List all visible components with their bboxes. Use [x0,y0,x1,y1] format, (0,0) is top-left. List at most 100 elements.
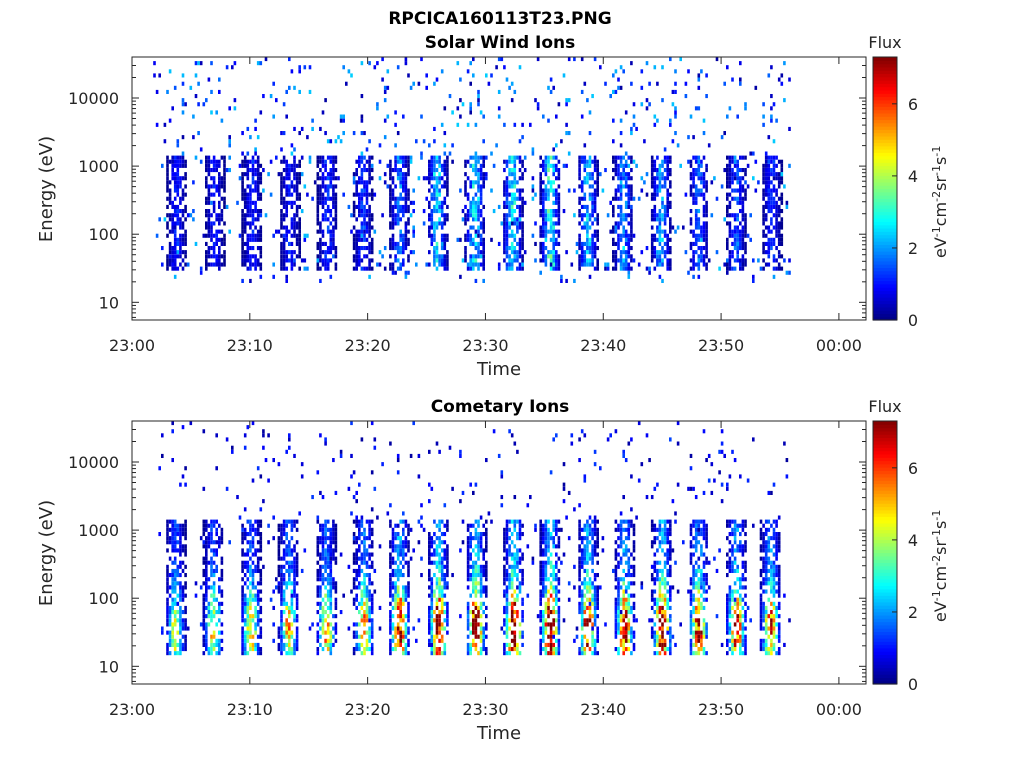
units-part: -1 [930,146,943,157]
spectrogram-cell [739,180,742,185]
spectrogram-cell [666,159,669,164]
spectrogram-cell [402,532,405,537]
spectrogram-cell [321,229,325,234]
spectrogram-cell [396,544,400,549]
spectrogram-cell [155,89,159,94]
spectrogram-cell [733,246,737,251]
spectrogram-cell [370,246,374,251]
spectrogram-cell [259,605,263,610]
spectrogram-cell [407,523,410,528]
spectrogram-cell [360,151,364,156]
spectrogram-cell [272,622,275,627]
spectrogram-cell [552,192,555,197]
spectrogram-cell [474,618,478,623]
spectrogram-cell [586,241,589,246]
colorbar-segment [873,135,897,140]
spectrogram-cell [259,246,263,251]
spectrogram-cell [440,233,444,238]
spectrogram-cell [775,192,778,197]
spectrogram-cell [316,217,320,222]
spectrogram-cell [290,564,294,569]
spectrogram-cell [215,610,218,615]
spectrogram-cell [329,532,333,537]
spectrogram-cell [365,168,369,173]
spectrogram-cell [280,246,283,251]
spectrogram-cell [179,180,182,185]
spectrogram-cell [731,188,734,193]
spectrogram-cell [430,597,434,602]
spectrogram-cell [609,229,612,234]
spectrogram-cell [555,114,558,119]
spectrogram-cell [285,168,288,173]
spectrogram-cell [433,163,436,168]
spectrogram-cell [368,172,371,177]
spectrogram-cell [438,630,441,635]
spectrogram-cell [308,89,312,94]
spectrogram-cell [378,143,382,148]
spectrogram-cell [596,188,599,193]
spectrogram-cell [334,159,338,164]
spectrogram-cell [663,221,667,226]
spectrogram-cell [443,246,447,251]
spectrogram-cell [210,200,213,205]
spectrogram-cell [513,221,517,226]
spectrogram-cell [321,176,325,181]
spectrogram-cell [212,630,216,635]
spectrogram-cell [580,213,584,218]
spectrogram-cell [280,630,283,635]
spectrogram-cell [446,581,449,586]
spectrogram-cell [433,258,436,263]
spectrogram-cell [316,470,320,475]
spectrogram-cell [363,560,366,565]
spectrogram-cell [368,192,371,197]
spectrogram-cell [459,499,462,504]
spectrogram-cell [508,168,511,173]
spectrogram-cell [739,61,742,66]
spectrogram-cell [166,573,169,578]
spectrogram-cell [542,159,545,164]
spectrogram-cell [624,200,628,205]
spectrogram-cell [205,630,208,635]
spectrogram-cell [360,237,364,242]
spectrogram-cell [518,192,522,197]
spectrogram-cell [749,151,752,156]
spectrogram-cell [251,229,255,234]
spectrogram-cell [487,81,491,86]
spectrogram-cell [702,209,706,214]
spectrogram-cell [210,610,213,615]
spectrogram-cell [277,630,281,635]
spectrogram-cell [352,585,356,590]
spectrogram-cell [210,519,213,524]
spectrogram-cell [391,188,395,193]
spectrogram-cell [176,241,180,246]
units-part: eV [931,237,950,258]
spectrogram-cell [210,237,213,242]
spectrogram-cell [254,159,257,164]
spectrogram-cell [358,523,361,528]
spectrogram-cell [669,122,672,127]
spectrogram-cell [674,81,677,86]
spectrogram-cell [334,589,338,594]
spectrogram-cell [243,601,247,606]
spectrogram-cell [630,233,633,238]
spectrogram-cell [319,601,322,606]
spectrogram-cell [332,634,335,639]
spectrogram-cell [171,585,174,590]
spectrogram-cell [179,564,182,569]
spectrogram-cell [329,196,333,201]
spectrogram-cell [521,221,524,226]
spectrogram-cell [580,241,584,246]
spectrogram-cell [767,135,771,140]
spectrogram-cell [775,188,778,193]
spectrogram-cell [578,221,581,226]
spectrogram-cell [518,217,522,222]
spectrogram-cell [350,474,353,479]
spectrogram-cell [694,209,698,214]
spectrogram-cell [705,250,708,255]
spectrogram-cell [218,544,221,549]
spectrogram-cell [179,233,182,238]
spectrogram-cell [293,589,296,594]
spectrogram-cell [479,213,483,218]
spectrogram-cell [619,254,623,259]
spectrogram-cell [218,237,221,242]
